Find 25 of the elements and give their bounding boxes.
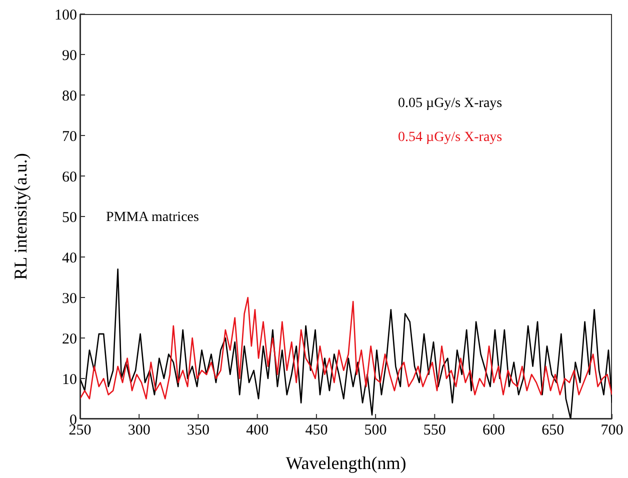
x-tick-label: 400 — [246, 422, 269, 439]
x-tick-label: 500 — [364, 422, 387, 439]
line-series — [80, 296, 612, 400]
x-tick-label: 700 — [600, 422, 624, 439]
y-tick-label: 80 — [62, 88, 77, 104]
y-tick-label: 20 — [62, 331, 77, 348]
x-axis-title: Wavelength(nm) — [286, 453, 406, 473]
text: 0.05 µGy/s X-rays — [398, 96, 504, 112]
x-tick-label: 450 — [305, 422, 328, 439]
x-tick-label: 550 — [423, 422, 446, 439]
text: 0.54 µGy/s X-rays — [398, 130, 504, 146]
x-tick-label: 350 — [186, 422, 210, 439]
y-tick-label: 30 — [62, 290, 77, 307]
y-axis-title: RL intensity(a.u.) — [10, 153, 30, 280]
y-tick-label: 40 — [62, 250, 77, 266]
y-tick-label: 100 — [54, 7, 77, 24]
x-tick-label: 300 — [128, 422, 150, 439]
y-tick-label: 10 — [62, 372, 77, 388]
y-tick-label: 70 — [62, 128, 77, 145]
x-tick-label: 650 — [542, 422, 564, 439]
annotation: PMMA matrices — [106, 210, 199, 226]
x-tick-label: 600 — [482, 422, 506, 439]
y-tick-label: 50 — [62, 210, 77, 226]
y-tick-label: 60 — [62, 169, 77, 186]
y-tick-label: 90 — [62, 48, 77, 64]
